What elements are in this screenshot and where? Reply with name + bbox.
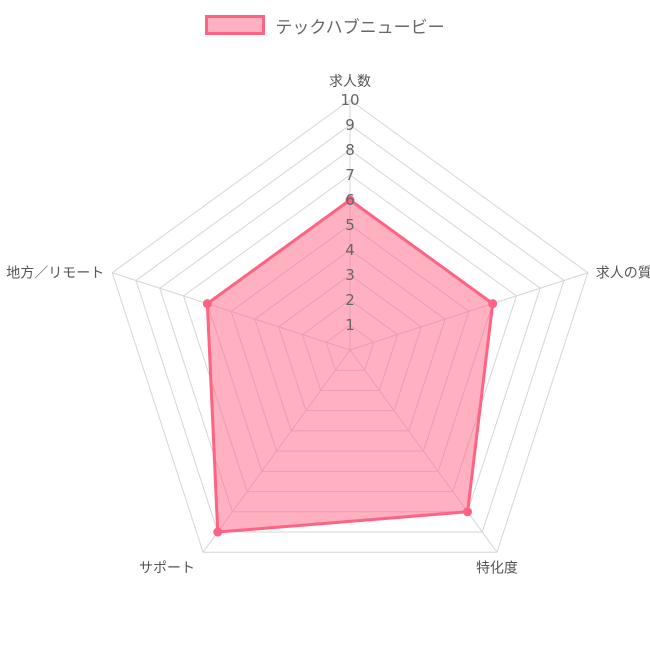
legend-swatch[interactable]: [205, 15, 266, 35]
tick-label-8: 8: [345, 141, 355, 159]
data-point-2[interactable]: [488, 299, 498, 309]
legend-label: テックハブニュービー: [275, 17, 445, 38]
tick-label-4: 4: [345, 241, 355, 259]
axis-label-5: 地方／リモート: [6, 266, 104, 282]
legend: テックハブニュービー: [0, 10, 650, 40]
tick-label-9: 9: [345, 116, 355, 134]
data-point-1[interactable]: [345, 195, 355, 205]
tick-label-2: 2: [345, 291, 355, 309]
tick-label-10: 10: [340, 91, 359, 109]
data-point-4[interactable]: [213, 527, 223, 537]
tick-label-7: 7: [345, 166, 355, 184]
tick-label-1: 1: [345, 316, 355, 334]
data-point-5[interactable]: [202, 299, 212, 309]
data-point-3[interactable]: [463, 507, 473, 517]
grid-ring-10: [111, 99, 589, 553]
axis-label-1: 求人数: [329, 74, 371, 90]
axis-label-2: 求人の質: [596, 266, 650, 282]
tick-label-3: 3: [345, 266, 355, 284]
series-area-1: [205, 198, 495, 534]
radar-series: [202, 195, 498, 537]
grid-ring-9: [135, 124, 565, 533]
tick-label-5: 5: [345, 216, 355, 234]
tick-label-6: 6: [345, 191, 355, 209]
axis-label-3: 特化度: [476, 560, 518, 576]
axis-label-4: サポート: [139, 560, 195, 576]
